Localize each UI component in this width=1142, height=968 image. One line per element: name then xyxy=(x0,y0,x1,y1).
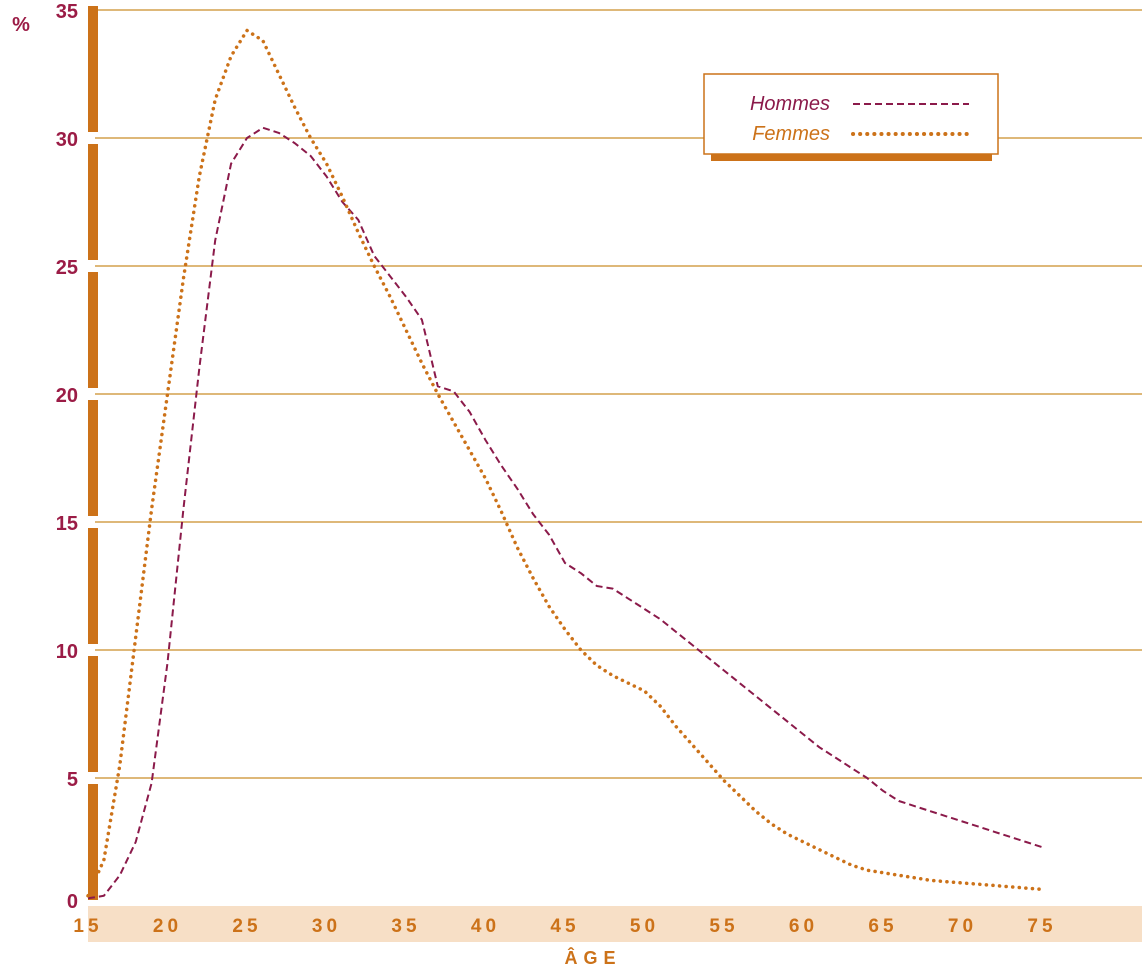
y-axis-segment xyxy=(88,400,98,516)
x-tick-label: 50 xyxy=(630,916,659,937)
y-tick-label: 10 xyxy=(56,641,78,663)
x-tick-label: 60 xyxy=(789,916,818,937)
x-tick-label: 40 xyxy=(471,916,500,937)
y-tick-label: 0 xyxy=(67,891,78,913)
x-tick-label: 55 xyxy=(709,916,738,937)
series-lines xyxy=(86,28,1044,900)
y-axis-segment xyxy=(88,272,98,388)
series-line-hommes xyxy=(87,126,1043,900)
legend-box xyxy=(703,73,999,155)
y-axis-segment xyxy=(88,784,98,900)
y-axis-segment xyxy=(88,528,98,644)
y-tick-label: 15 xyxy=(56,513,78,535)
x-tick-label: 75 xyxy=(1027,916,1056,937)
x-tick-label: 45 xyxy=(550,916,579,937)
grid-lines xyxy=(95,9,1142,779)
series-line-femmes xyxy=(86,28,1044,898)
y-unit-label: % xyxy=(12,14,30,36)
x-tick-label: 20 xyxy=(153,916,182,937)
y-tick-label: 25 xyxy=(56,257,78,279)
y-tick-label: 5 xyxy=(67,769,78,791)
x-tick-label: 25 xyxy=(232,916,261,937)
y-axis-segment xyxy=(88,144,98,260)
x-axis-band xyxy=(88,906,1142,942)
y-axis-segment xyxy=(88,656,98,772)
legend-label-femmes: Femmes xyxy=(752,123,830,145)
x-axis-ticks: 15 20 25 30 35 40 45 50 55 60 65 70 75 xyxy=(73,916,1056,937)
x-tick-label: 35 xyxy=(391,916,420,937)
x-tick-label: 15 xyxy=(73,916,102,937)
x-axis-title: ÂGE xyxy=(564,947,621,968)
legend-label-hommes: Hommes xyxy=(750,93,830,115)
y-axis-segment xyxy=(88,6,98,132)
x-tick-label: 70 xyxy=(948,916,977,937)
y-tick-label: 35 xyxy=(56,1,78,23)
x-tick-label: 30 xyxy=(312,916,341,937)
y-tick-label: 30 xyxy=(56,129,78,151)
legend: Hommes Femmes xyxy=(703,73,999,161)
y-axis: 0 5 10 15 20 25 30 35 xyxy=(56,1,98,913)
y-tick-label: 20 xyxy=(56,385,78,407)
x-tick-label: 65 xyxy=(868,916,897,937)
